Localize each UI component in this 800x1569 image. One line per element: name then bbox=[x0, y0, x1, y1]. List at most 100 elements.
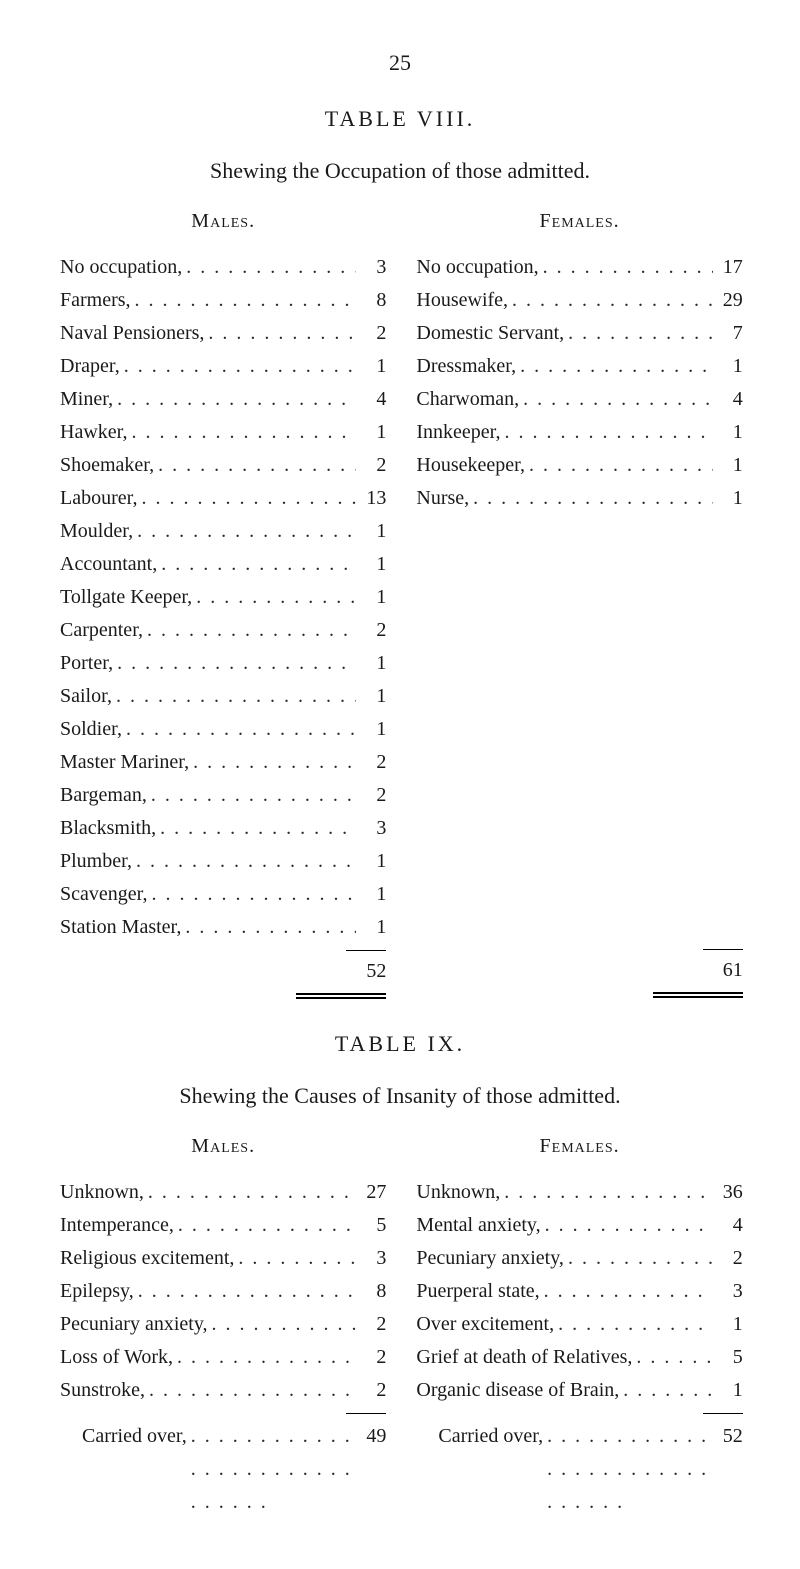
table9-title: TABLE IX. bbox=[60, 1031, 740, 1057]
row-label: Porter, bbox=[60, 647, 113, 680]
row-value: 13 bbox=[356, 482, 386, 515]
table-row: Miner, 4 bbox=[60, 383, 386, 416]
row-value: 1 bbox=[356, 878, 386, 911]
row-label: No occupation, bbox=[416, 251, 538, 284]
leader-dots bbox=[173, 1341, 356, 1374]
table-row: Labourer,13 bbox=[60, 482, 386, 515]
row-label: Intemperance, bbox=[60, 1209, 174, 1242]
table-row: Dressmaker,1 bbox=[416, 350, 742, 383]
table9-females-column: Females. Unknown,36 Mental anxiety,4 Pec… bbox=[416, 1135, 742, 1519]
leader-dots bbox=[143, 614, 356, 647]
table9-subtitle: Shewing the Causes of Insanity of those … bbox=[60, 1083, 740, 1109]
row-value: 1 bbox=[356, 581, 386, 614]
total-value: 61 bbox=[703, 954, 743, 986]
leader-dots bbox=[138, 482, 357, 515]
table8-males-header: Males. bbox=[60, 210, 386, 233]
leader-dots bbox=[189, 746, 356, 779]
table8-males-total: 52 bbox=[60, 955, 386, 987]
row-value: 2 bbox=[356, 1341, 386, 1374]
row-label: Domestic Servant, bbox=[416, 317, 564, 350]
rule-icon bbox=[346, 1413, 386, 1414]
row-value: 2 bbox=[713, 1242, 743, 1275]
leader-dots bbox=[564, 317, 713, 350]
row-label: Charwoman, bbox=[416, 383, 519, 416]
row-value: 2 bbox=[356, 449, 386, 482]
double-rule-icon bbox=[296, 993, 386, 999]
row-label: Moulder, bbox=[60, 515, 133, 548]
leader-dots bbox=[157, 548, 356, 581]
table-row: Pecuniary anxiety,2 bbox=[60, 1308, 386, 1341]
table-row: Shoemaker,2 bbox=[60, 449, 386, 482]
leader-dots bbox=[516, 350, 713, 383]
table-row: Grief at death of Relatives,5 bbox=[416, 1341, 742, 1374]
table-row: Organic disease of Brain,1 bbox=[416, 1374, 742, 1407]
row-label: Soldier, bbox=[60, 713, 122, 746]
table-row: Carpenter,2 bbox=[60, 614, 386, 647]
table-row: Plumber,1 bbox=[60, 845, 386, 878]
leader-dots bbox=[144, 1176, 357, 1209]
row-label: Miner, bbox=[60, 383, 113, 416]
carried-label: Carried over, bbox=[416, 1420, 543, 1453]
table-row: Over excitement, 1 bbox=[416, 1308, 742, 1341]
leader-dots bbox=[120, 350, 357, 383]
row-label: Tollgate Keeper, bbox=[60, 581, 192, 614]
table-row: Housewife,29 bbox=[416, 284, 742, 317]
table-row: Charwoman, 4 bbox=[416, 383, 742, 416]
row-label: Draper, bbox=[60, 350, 120, 383]
row-value: 29 bbox=[713, 284, 743, 317]
rule-icon bbox=[703, 949, 743, 950]
row-value: 1 bbox=[356, 713, 386, 746]
row-value: 7 bbox=[713, 317, 743, 350]
row-value: 2 bbox=[356, 746, 386, 779]
leader-dots bbox=[113, 647, 356, 680]
row-value: 1 bbox=[713, 350, 743, 383]
row-value: 1 bbox=[713, 482, 743, 515]
table-row: Domestic Servant, 7 bbox=[416, 317, 742, 350]
row-label: Blacksmith, bbox=[60, 812, 156, 845]
table-row: Puerperal state,3 bbox=[416, 1275, 742, 1308]
table8-females-column: Females. No occupation,17 Housewife,29 D… bbox=[416, 210, 742, 999]
table9-females-header: Females. bbox=[416, 1135, 742, 1158]
total-value: 52 bbox=[346, 955, 386, 987]
rule-icon bbox=[346, 950, 386, 951]
leader-dots bbox=[204, 317, 356, 350]
table-row: No occupation,3 bbox=[60, 251, 386, 284]
row-value: 1 bbox=[356, 911, 386, 944]
table-row: Naval Pensioners,2 bbox=[60, 317, 386, 350]
row-label: Puerperal state, bbox=[416, 1275, 539, 1308]
row-label: Carpenter, bbox=[60, 614, 143, 647]
table-row: Draper, 1 bbox=[60, 350, 386, 383]
leader-dots bbox=[525, 449, 713, 482]
row-label: Sailor, bbox=[60, 680, 112, 713]
row-label: Hawker, bbox=[60, 416, 128, 449]
row-value: 1 bbox=[356, 350, 386, 383]
table-row: Farmers,8 bbox=[60, 284, 386, 317]
row-value: 1 bbox=[356, 515, 386, 548]
row-value: 3 bbox=[356, 1242, 386, 1275]
leader-dots bbox=[564, 1242, 713, 1275]
leader-dots bbox=[181, 911, 356, 944]
row-value: 4 bbox=[356, 383, 386, 416]
row-label: Loss of Work, bbox=[60, 1341, 173, 1374]
row-value: 4 bbox=[713, 383, 743, 416]
table9-males-column: Males. Unknown,27 Intemperance,5 Religio… bbox=[60, 1135, 386, 1519]
row-value: 1 bbox=[713, 1308, 743, 1341]
row-value: 4 bbox=[713, 1209, 743, 1242]
leader-dots bbox=[134, 1275, 357, 1308]
table-row: Unknown, 27 bbox=[60, 1176, 386, 1209]
row-label: Accountant, bbox=[60, 548, 157, 581]
leader-dots bbox=[112, 680, 356, 713]
table-row: Epilepsy,8 bbox=[60, 1275, 386, 1308]
row-label: Bargeman, bbox=[60, 779, 147, 812]
row-value: 27 bbox=[356, 1176, 386, 1209]
row-label: Unknown, bbox=[60, 1176, 144, 1209]
table-row: Nurse,1 bbox=[416, 482, 742, 515]
row-label: Housekeeper, bbox=[416, 449, 525, 482]
leader-dots bbox=[192, 581, 356, 614]
leader-dots bbox=[500, 1176, 713, 1209]
leader-dots bbox=[501, 416, 713, 449]
carried-value: 49 bbox=[356, 1420, 386, 1453]
table-row: Intemperance,5 bbox=[60, 1209, 386, 1242]
row-label: Over excitement, bbox=[416, 1308, 554, 1341]
table-row: Innkeeper,1 bbox=[416, 416, 742, 449]
